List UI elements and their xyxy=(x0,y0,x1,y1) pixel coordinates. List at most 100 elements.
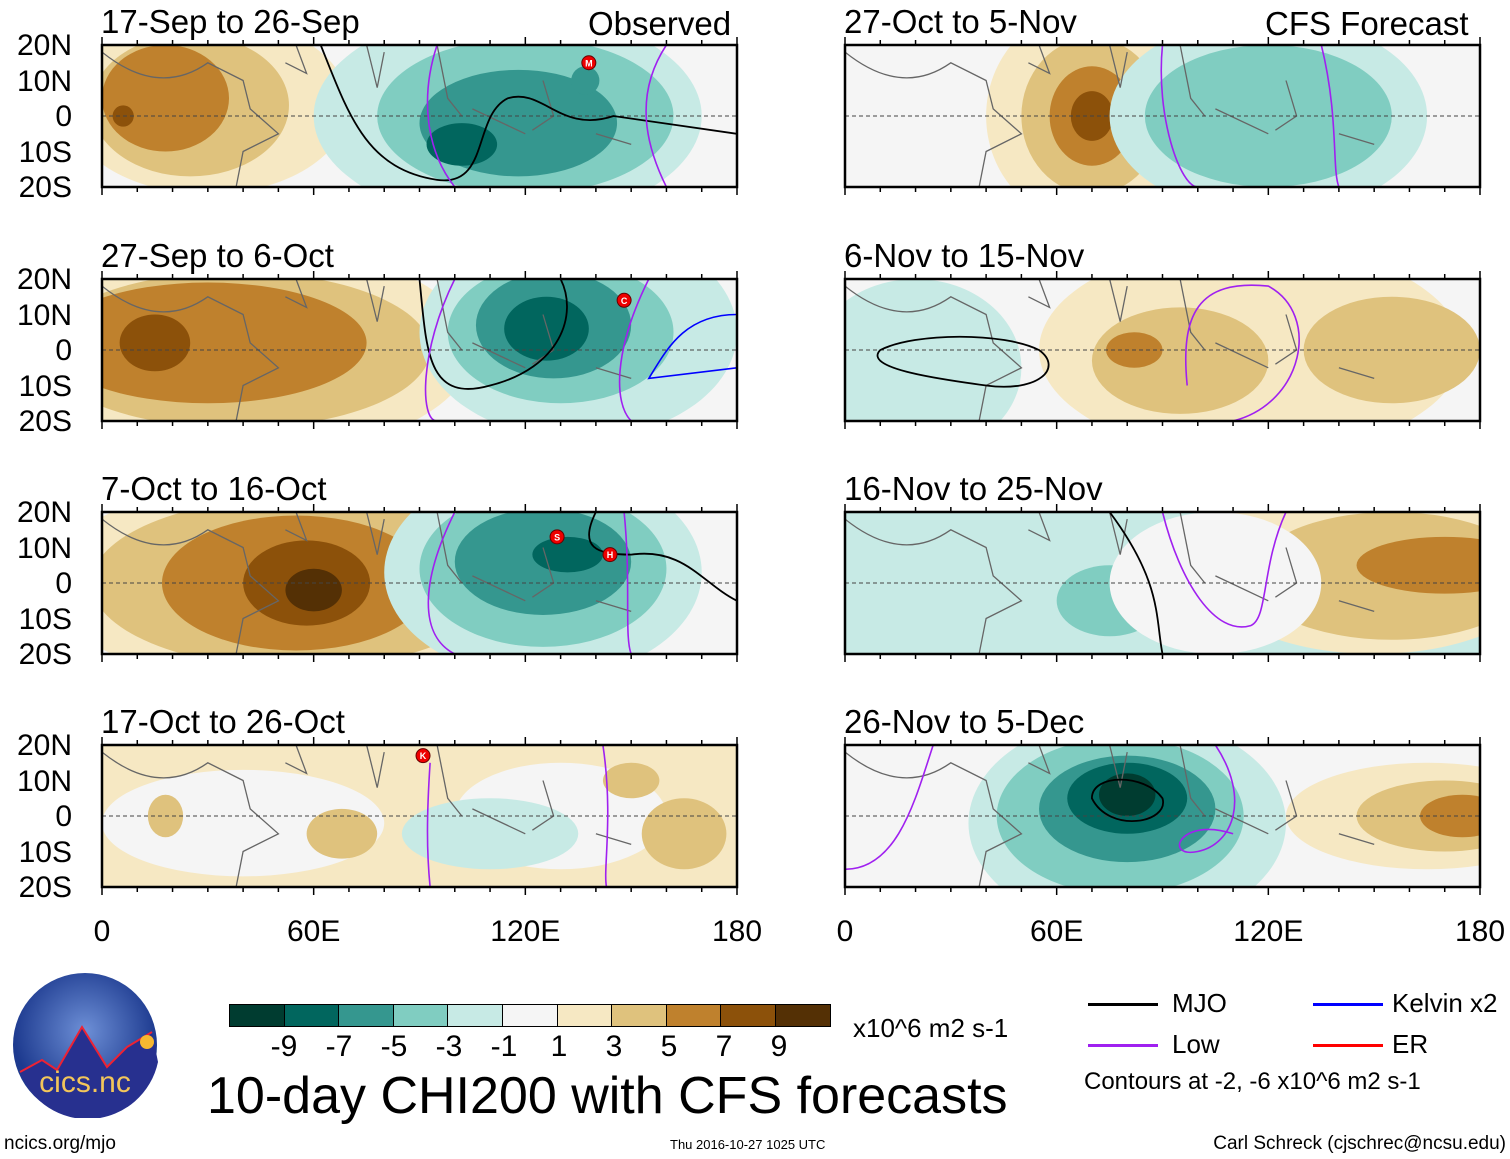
lon-tick-label: 120E xyxy=(490,915,561,948)
map-panel xyxy=(843,737,1482,895)
panel-title: 16-Nov to 25-Nov xyxy=(844,470,1103,507)
low-contour xyxy=(645,45,668,187)
lat-tick-label: 20S xyxy=(18,405,72,438)
storm-label: S xyxy=(554,532,560,542)
panel-title: 27-Oct to 5-Nov xyxy=(844,3,1077,40)
low-contour xyxy=(1161,512,1287,628)
colorbar-tick-label: -1 xyxy=(490,1030,518,1063)
low-contour xyxy=(1320,45,1340,187)
low-contour xyxy=(427,512,456,654)
legend-label-er: ER xyxy=(1392,1029,1429,1059)
low-contour xyxy=(426,762,431,887)
low-contour xyxy=(1160,45,1198,187)
chi200-anomaly-region xyxy=(119,314,191,372)
mjo-contour xyxy=(876,335,1050,388)
coastline xyxy=(102,45,632,187)
colorbar-tick-label: 3 xyxy=(605,1030,623,1063)
low-contour xyxy=(602,745,609,887)
observed-label: Observed xyxy=(588,5,732,42)
low-contour xyxy=(426,45,456,187)
lon-tick-label: 0 xyxy=(836,915,854,948)
mjo-contour xyxy=(1090,778,1164,822)
lat-tick-label: 20N xyxy=(16,29,72,62)
panel-title: 27-Sep to 6-Oct xyxy=(101,237,334,274)
tropical-cyclone-marker: H xyxy=(602,547,618,563)
legend-label-mjo: MJO xyxy=(1172,988,1227,1018)
colorbar-tick-label: -9 xyxy=(270,1030,298,1063)
svg-text:cics.nc: cics.nc xyxy=(39,1066,131,1099)
chi200-anomaly-region xyxy=(532,536,603,573)
tropical-cyclone-marker: K xyxy=(415,748,431,764)
colorbar-units: x10^6 m2 s-1 xyxy=(853,1013,1009,1043)
colorbar-swatch xyxy=(502,1005,558,1026)
coastline xyxy=(845,512,1375,654)
map-panel xyxy=(843,504,1482,662)
coastline xyxy=(102,279,632,421)
colorbar-swatch xyxy=(612,1005,667,1026)
mjo-contour xyxy=(319,45,737,182)
coastline xyxy=(102,745,632,887)
panel-title: 7-Oct to 16-Oct xyxy=(101,470,327,507)
lat-tick-label: 20S xyxy=(18,638,72,671)
lat-tick-label: 20N xyxy=(16,496,72,529)
legend-line-kelvin xyxy=(1313,1003,1383,1006)
legend-label-low: Low xyxy=(1172,1029,1220,1059)
mjo-contour xyxy=(588,512,737,602)
coastline xyxy=(845,45,1375,187)
lat-tick-label: 10S xyxy=(18,369,72,403)
chi200-anomaly-region xyxy=(845,279,1022,421)
colorbar-swatch xyxy=(230,1005,285,1026)
lat-tick-label: 10N xyxy=(16,298,72,332)
chi200-anomaly-region xyxy=(1109,512,1322,654)
colorbar-tick-label: 7 xyxy=(715,1030,733,1063)
forecast-label: CFS Forecast xyxy=(1265,5,1469,42)
colorbar-swatch xyxy=(666,1005,722,1026)
lat-tick-label: 0 xyxy=(55,100,72,133)
lat-tick-label: 0 xyxy=(55,567,72,600)
lat-tick-label: 0 xyxy=(55,334,72,367)
low-contour xyxy=(618,279,650,421)
panel-title: 26-Nov to 5-Dec xyxy=(844,703,1085,740)
colorbar-swatch xyxy=(721,1005,776,1026)
lon-tick-label: 60E xyxy=(286,915,341,948)
chi200-anomaly-region xyxy=(426,123,498,166)
lat-tick-label: 20N xyxy=(16,729,72,762)
footer-credit: Carl Schreck (cjschrec@ncsu.edu) xyxy=(1213,1133,1506,1154)
colorbar-swatch xyxy=(448,1005,503,1026)
chi200-anomaly-region xyxy=(602,762,660,799)
lat-tick-label: 10N xyxy=(16,764,72,798)
tropical-cyclone-marker: S xyxy=(549,529,565,545)
lat-tick-label: 20S xyxy=(18,171,72,204)
chi200-anomaly-region xyxy=(641,798,727,870)
map-panel: SH xyxy=(100,504,739,662)
contours-note: Contours at -2, -6 x10^6 m2 s-1 xyxy=(1084,1068,1421,1095)
storm-label: M xyxy=(585,58,593,68)
tropical-cyclone-marker: C xyxy=(616,292,632,308)
chi200-anomaly-region xyxy=(102,45,229,152)
lat-tick-label: 10N xyxy=(16,531,72,565)
storm-label: C xyxy=(621,296,628,306)
low-contour xyxy=(1184,284,1300,421)
colorbar-swatch xyxy=(284,1005,340,1026)
lon-tick-label: 180 xyxy=(1454,915,1506,948)
lon-tick-label: 120E xyxy=(1233,915,1304,948)
colorbar xyxy=(229,1004,831,1027)
colorbar-tick-label: -5 xyxy=(380,1030,408,1063)
footer-url[interactable]: ncics.org/mjo xyxy=(4,1133,116,1154)
chi200-anomaly-region xyxy=(1356,536,1480,594)
lat-tick-label: 10S xyxy=(18,835,72,869)
coastline xyxy=(845,279,1375,421)
coastline xyxy=(845,745,1375,887)
legend-line-er xyxy=(1313,1044,1383,1047)
lon-tick-label: 0 xyxy=(93,915,111,948)
chi200-anomaly-region xyxy=(102,282,367,404)
lat-tick-label: 0 xyxy=(55,800,72,833)
chi200-anomaly-region xyxy=(504,296,589,361)
colorbar-swatch xyxy=(339,1005,394,1026)
chi200-anomaly-region xyxy=(571,66,600,95)
lat-tick-label: 10N xyxy=(16,64,72,98)
lat-tick-label: 20N xyxy=(16,263,72,296)
lon-tick-label: 60E xyxy=(1029,915,1084,948)
panel-title: 17-Sep to 26-Sep xyxy=(101,3,360,40)
chi200-anomaly-region xyxy=(102,769,385,877)
